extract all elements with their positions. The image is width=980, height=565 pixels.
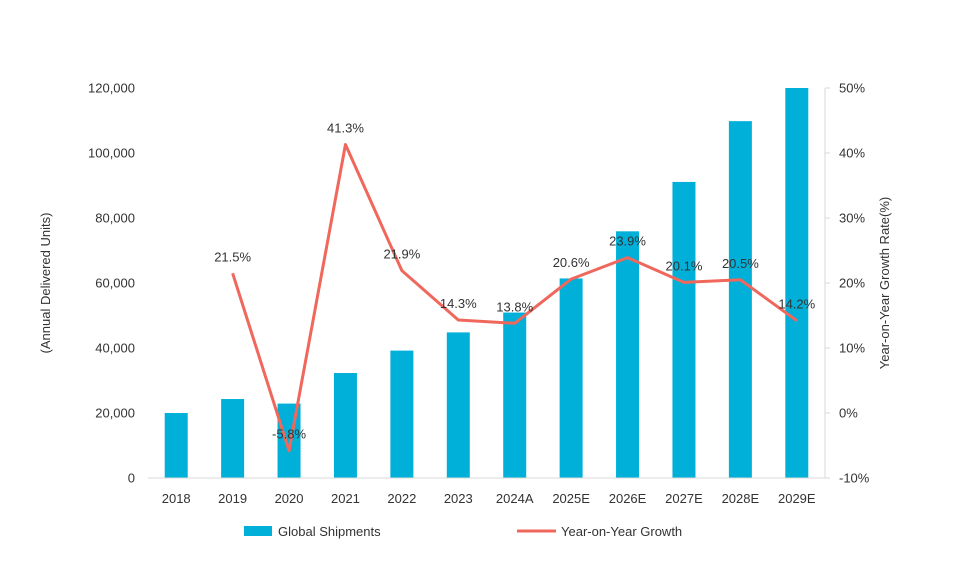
growth-data-label-2021: 41.3% — [327, 121, 364, 136]
axes-layer: 0 20,000 40,000 60,000 80,000 100,000 120,000 -… — [88, 81, 870, 507]
x-tick-label: 2023 — [444, 491, 473, 506]
growth-data-label-2019: 21.5% — [214, 249, 251, 264]
x-tick-label: 2018 — [162, 491, 191, 506]
labels-layer: 21.5% -5.8% 41.3% 21.9% 14.3% 13.8% 20.6% 23.9%… — [214, 121, 815, 442]
y-right-tick-label: 40% — [839, 146, 865, 161]
legend: Global Shipments Year-on-Year Growth — [244, 524, 682, 539]
yoy-growth-line — [231, 143, 798, 453]
growth-data-label-2020: -5.8% — [272, 427, 306, 442]
y-axis-left-title: (Annual Delivered Units) — [38, 213, 53, 354]
growth-data-label-2026e: 23.9% — [609, 234, 646, 249]
bar-2027e — [672, 181, 696, 479]
bar-2025e — [559, 278, 583, 478]
x-tick-label: 2019 — [218, 491, 247, 506]
line-layer — [231, 143, 798, 453]
y-left-tick-label: 40,000 — [95, 341, 135, 356]
y-right-tick-label: 30% — [839, 211, 865, 226]
y-left-tick-label: 100,000 — [88, 146, 135, 161]
bar-2019 — [221, 399, 245, 478]
y-left-tick-label: 0 — [128, 471, 135, 486]
bars-layer — [164, 88, 809, 479]
growth-data-label-2027e: 20.1% — [666, 258, 703, 273]
y-right-tick-label: 50% — [839, 81, 865, 96]
y-right-tick-label: 20% — [839, 276, 865, 291]
growth-data-label-2025e: 20.6% — [553, 255, 590, 270]
y-left-tick-label: 80,000 — [95, 211, 135, 226]
y-left-tick-label: 60,000 — [95, 276, 135, 291]
legend-label-global-shipments: Global Shipments — [278, 524, 381, 539]
x-tick-label: 2029E — [778, 491, 816, 506]
legend-swatch-global-shipments — [244, 526, 272, 536]
x-tick-label: 2022 — [387, 491, 416, 506]
bar-2021 — [333, 373, 357, 478]
y-axis-right-title: Year-on-Year Growth Rate(%) — [877, 197, 892, 369]
bar-2024a — [503, 312, 527, 478]
legend-label-yoy-growth: Year-on-Year Growth — [561, 524, 682, 539]
bar-2028e — [728, 121, 752, 479]
y-left-tick-label: 120,000 — [88, 81, 135, 96]
x-tick-label: 2020 — [275, 491, 304, 506]
x-tick-label: 2024A — [496, 491, 534, 506]
bar-2023 — [446, 332, 470, 478]
bar-2029e — [785, 88, 809, 478]
growth-data-label-2028e: 20.5% — [722, 256, 759, 271]
growth-data-label-2022: 21.9% — [383, 247, 420, 262]
x-tick-label: 2028E — [722, 491, 760, 506]
y-right-tick-label: 10% — [839, 341, 865, 356]
y-right-tick-label: -10% — [839, 471, 870, 486]
growth-data-label-2023: 14.3% — [440, 296, 477, 311]
y-right-tick-label: 0% — [839, 406, 858, 421]
growth-data-label-2029e: 14.2% — [778, 297, 815, 312]
x-tick-label: 2026E — [609, 491, 647, 506]
x-tick-label: 2027E — [665, 491, 703, 506]
bar-2026e — [616, 231, 640, 478]
bar-2022 — [390, 350, 414, 478]
y-left-tick-label: 20,000 — [95, 406, 135, 421]
x-tick-label: 2025E — [552, 491, 590, 506]
growth-data-label-2024a: 13.8% — [496, 299, 533, 314]
x-tick-label: 2021 — [331, 491, 360, 506]
bar-2018 — [164, 413, 188, 478]
